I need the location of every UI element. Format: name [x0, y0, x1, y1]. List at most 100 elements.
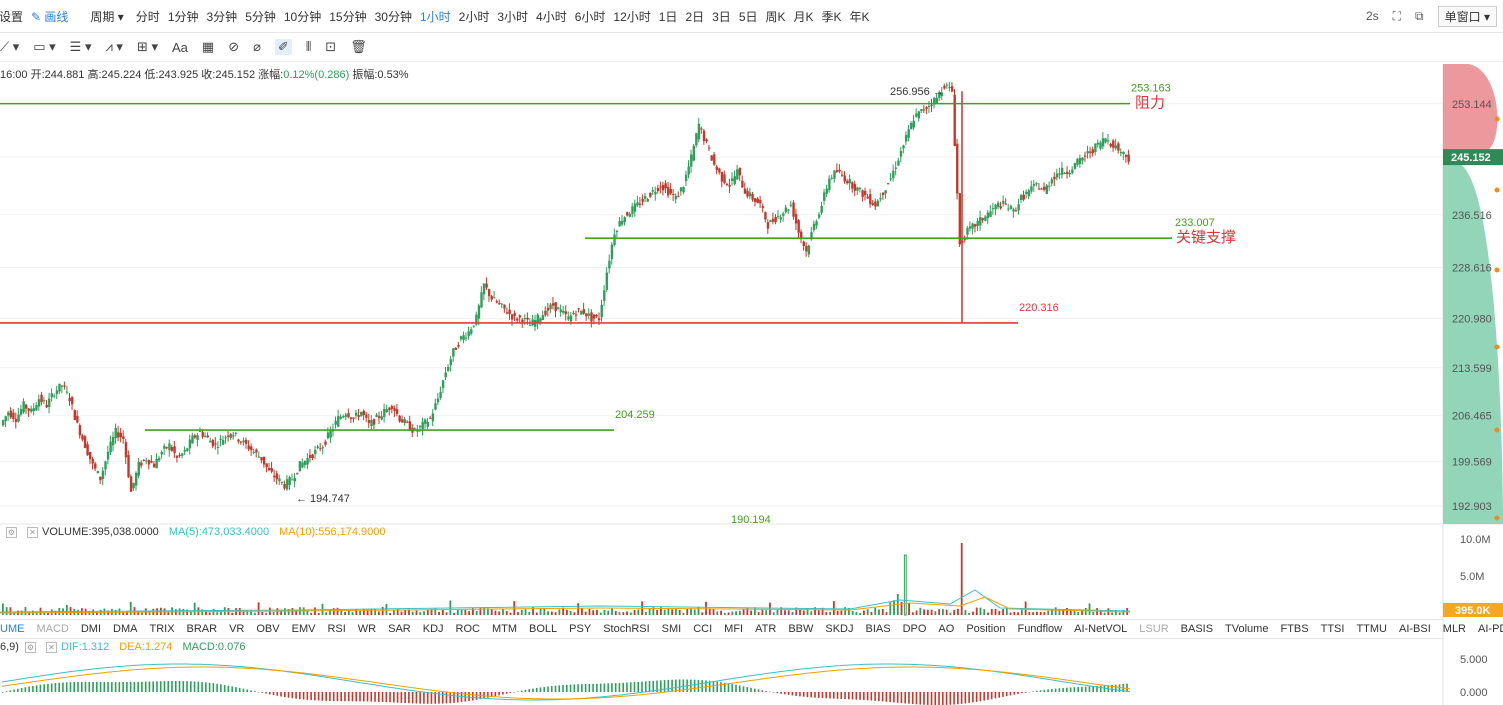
- refresh-interval[interactable]: 2s: [1365, 9, 1379, 23]
- indicator-tab-6[interactable]: VR: [229, 623, 245, 635]
- settings-icon[interactable]: ⚙: [6, 526, 17, 538]
- indicator-tab-10[interactable]: WR: [357, 623, 377, 635]
- indicator-tab-7[interactable]: OBV: [256, 623, 280, 635]
- candle: [88, 451, 92, 465]
- indicator-tab-14[interactable]: MTM: [491, 623, 518, 635]
- indicator-tab-5[interactable]: BRAR: [186, 623, 218, 635]
- indicator-tab-4[interactable]: TRIX: [149, 623, 175, 635]
- rect-tool-icon[interactable]: ▭ ▾: [33, 39, 56, 54]
- settings-icon[interactable]: ⚙: [24, 641, 36, 653]
- candle-body: [32, 408, 36, 411]
- indicator-tab-2[interactable]: DMI: [80, 623, 102, 635]
- period-13[interactable]: 1日: [658, 9, 678, 24]
- indicator-tab-33[interactable]: FTBS: [1280, 623, 1309, 635]
- indicator-tab-35[interactable]: TTMU: [1356, 623, 1387, 635]
- indicator-tab-32[interactable]: TVolume: [1225, 623, 1269, 635]
- indicator-tab-17[interactable]: StochRSI: [603, 623, 650, 635]
- draw-button[interactable]: ✎ 画线: [31, 9, 69, 24]
- candle-body: [360, 411, 363, 417]
- parallel-tool-icon[interactable]: ☰ ▾: [69, 39, 92, 54]
- indicator-tab-34[interactable]: TTSI: [1320, 623, 1345, 635]
- indicator-tab-0[interactable]: UME: [0, 623, 25, 635]
- line-tool-icon[interactable]: ⟋ ▾: [0, 39, 20, 54]
- period-11[interactable]: 6小时: [574, 9, 606, 24]
- period-12[interactable]: 12小时: [613, 9, 651, 24]
- brush-tool-icon[interactable]: ✐: [274, 39, 292, 55]
- period-6[interactable]: 30分钟: [374, 9, 412, 24]
- macd-bar: [1039, 690, 1042, 692]
- candle-body: [656, 187, 660, 192]
- candle: [99, 476, 102, 485]
- indicator-tab-13[interactable]: ROC: [455, 623, 480, 635]
- ruler-tool-icon[interactable]: ⌀: [253, 39, 261, 54]
- period-0[interactable]: 分时: [135, 9, 160, 24]
- indicator-tab-18[interactable]: SMI: [661, 623, 682, 635]
- close-icon[interactable]: ✕: [45, 641, 57, 653]
- volume-ma5: MA(5):473,033.4000: [168, 526, 270, 538]
- candle: [495, 299, 499, 304]
- indicator-tab-27[interactable]: Position: [966, 623, 1006, 635]
- indicator-tab-37[interactable]: MLR: [1442, 623, 1467, 635]
- indicator-tab-9[interactable]: RSI: [327, 623, 346, 635]
- volume-profile-tool-icon[interactable]: ⫴: [305, 39, 312, 54]
- indicator-tab-23[interactable]: SKDJ: [825, 623, 854, 635]
- candle-body: [301, 462, 304, 468]
- candle: [1119, 148, 1123, 157]
- fib-tool-icon[interactable]: ▦: [201, 39, 215, 54]
- indicator-tab-38[interactable]: AI-PD: [1478, 623, 1503, 635]
- indicator-tab-30[interactable]: LSUR: [1139, 623, 1169, 635]
- lock-tool-icon[interactable]: ⊡: [325, 39, 337, 54]
- indicator-tab-36[interactable]: AI-BSI: [1398, 623, 1431, 635]
- period-9[interactable]: 3小时: [497, 9, 529, 24]
- indicator-tab-29[interactable]: AI-NetVOL: [1074, 623, 1128, 635]
- period-10[interactable]: 4小时: [536, 9, 567, 24]
- indicator-tab-19[interactable]: CCI: [693, 623, 713, 635]
- delete-tool-icon[interactable]: 🗑: [350, 39, 367, 54]
- period-5[interactable]: 15分钟: [329, 9, 367, 24]
- indicator-tab-8[interactable]: EMV: [291, 623, 316, 635]
- candle-body: [183, 449, 187, 452]
- indicator-tab-22[interactable]: BBW: [788, 623, 814, 635]
- indicator-tab-1[interactable]: MACD: [36, 623, 69, 635]
- indicator-tab-24[interactable]: BIAS: [865, 623, 891, 635]
- indicator-tab-12[interactable]: KDJ: [422, 623, 444, 635]
- indicator-tab-20[interactable]: MFI: [724, 623, 744, 635]
- period-1[interactable]: 1分钟: [167, 9, 199, 24]
- wave-tool-icon[interactable]: ⩘ ▾: [105, 39, 123, 54]
- period-dropdown[interactable]: 周期 ▾: [90, 9, 124, 24]
- popout-icon[interactable]: ⧉: [1415, 8, 1424, 23]
- period-17[interactable]: 周K: [765, 9, 786, 24]
- grid-tool-icon[interactable]: ⊞ ▾: [136, 39, 158, 54]
- period-19[interactable]: 季K: [821, 9, 842, 24]
- period-2[interactable]: 3分钟: [206, 9, 238, 24]
- period-8[interactable]: 2小时: [458, 9, 490, 24]
- indicator-tab-21[interactable]: ATR: [755, 623, 777, 635]
- setting-button[interactable]: 设置: [0, 9, 24, 24]
- period-3[interactable]: 5分钟: [245, 9, 276, 24]
- candle-body: [889, 178, 892, 180]
- indicator-tab-26[interactable]: AO: [938, 623, 955, 635]
- indicator-tab-3[interactable]: DMA: [113, 623, 138, 635]
- candle-body: [25, 404, 28, 409]
- period-20[interactable]: 年K: [849, 9, 870, 24]
- period-7[interactable]: 1小时: [419, 9, 451, 24]
- profile-dot-1: [1494, 187, 1500, 193]
- period-15[interactable]: 3日: [712, 9, 731, 24]
- period-14[interactable]: 2日: [685, 9, 705, 24]
- period-4[interactable]: 10分钟: [283, 9, 322, 24]
- indicator-tab-25[interactable]: DPO: [902, 623, 927, 635]
- period-18[interactable]: 月K: [793, 9, 814, 24]
- gann-tool-icon[interactable]: ⊘: [228, 39, 240, 54]
- window-mode-dropdown[interactable]: 单窗口 ▾: [1437, 5, 1497, 27]
- indicator-tab-16[interactable]: PSY: [569, 623, 592, 635]
- macd-bar: [761, 690, 764, 692]
- indicator-tab-28[interactable]: Fundflow: [1017, 623, 1063, 635]
- close-icon[interactable]: ✕: [27, 526, 38, 538]
- period-16[interactable]: 5日: [738, 9, 758, 24]
- indicator-tab-31[interactable]: BASIS: [1180, 623, 1214, 635]
- indicator-tab-15[interactable]: BOLL: [529, 623, 558, 635]
- indicator-tab-11[interactable]: SAR: [388, 623, 411, 635]
- fullscreen-icon[interactable]: ⛶: [1392, 8, 1402, 23]
- text-tool-icon[interactable]: Aa: [171, 39, 188, 55]
